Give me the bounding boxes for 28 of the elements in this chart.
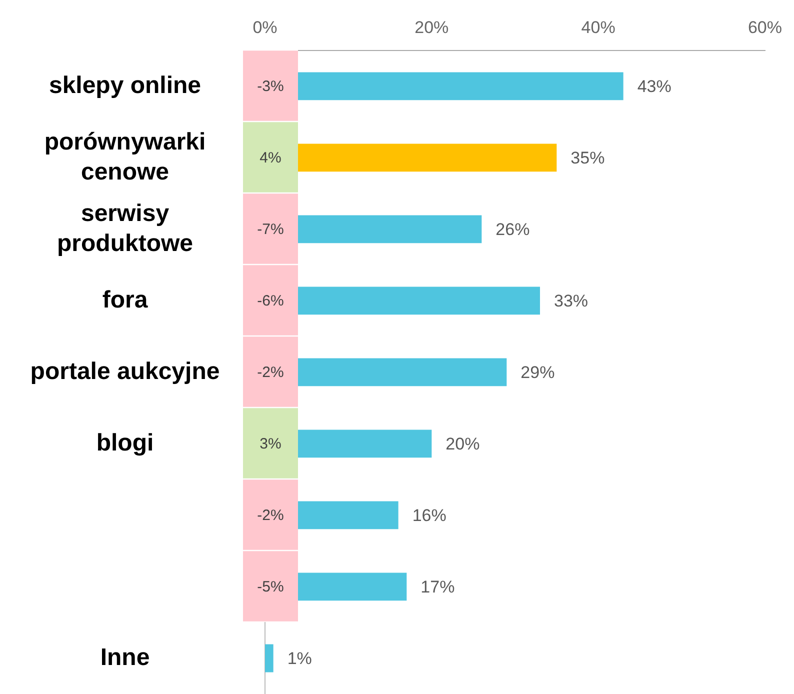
- x-tick-label: 60%: [748, 18, 782, 37]
- data-label: -2%: [257, 507, 284, 524]
- data-label: 1%: [287, 648, 312, 668]
- data-label: 20%: [446, 434, 480, 454]
- data-label: -6%: [257, 292, 284, 310]
- data-label: 29%: [520, 362, 555, 382]
- y-tick-label: serwisy produktowe: [57, 200, 193, 257]
- y-tick-label: fora: [102, 286, 148, 314]
- x-tick-label: 20%: [414, 18, 449, 37]
- data-label: -2%: [257, 364, 284, 382]
- data-label: 3%: [260, 436, 282, 453]
- data-label: 16%: [412, 506, 446, 525]
- data-label: 43%: [637, 76, 672, 96]
- x-tick-label: 0%: [252, 18, 278, 37]
- data-label: 4%: [260, 150, 282, 167]
- y-tick-label: blogi: [96, 429, 154, 456]
- x-tick-label: 40%: [581, 18, 616, 37]
- data-label: 35%: [570, 148, 605, 168]
- y-tick-label: Inne: [100, 644, 150, 671]
- data-label: 26%: [496, 220, 530, 239]
- y-tick-label: portale aukcyjne: [30, 358, 220, 385]
- y-tick-label: porównywarki cenowe: [44, 128, 206, 186]
- y-tick-label: sklepy online: [48, 72, 202, 99]
- data-label: -5%: [257, 578, 284, 596]
- data-label: 33%: [554, 291, 588, 310]
- data-label: 17%: [420, 577, 455, 596]
- data-label: -3%: [257, 78, 284, 96]
- data-label: -7%: [257, 221, 284, 238]
